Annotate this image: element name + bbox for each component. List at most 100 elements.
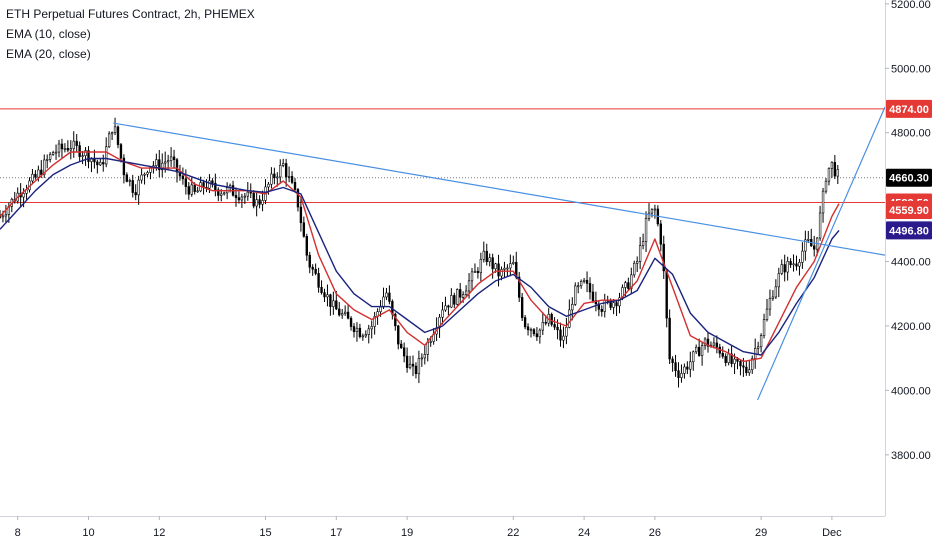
candle-body xyxy=(193,184,196,192)
candle-body xyxy=(155,159,158,166)
candle-body xyxy=(175,159,179,173)
candle-body xyxy=(568,309,571,328)
candle-body xyxy=(161,162,164,171)
legend-ema10[interactable]: EMA (10, close) xyxy=(6,27,91,41)
candle-body xyxy=(255,199,258,207)
candle-body xyxy=(464,290,468,295)
candle-body xyxy=(137,179,140,196)
candle-body xyxy=(270,173,273,185)
candle-body xyxy=(715,342,719,348)
candle-body xyxy=(742,365,745,368)
candle-body xyxy=(166,160,170,163)
candle-body xyxy=(214,182,217,191)
candle-body xyxy=(96,161,99,166)
candle-body xyxy=(217,189,220,196)
candle-body xyxy=(824,180,828,192)
candle-body xyxy=(66,148,70,151)
candle-body xyxy=(727,353,730,363)
candle-body xyxy=(441,309,444,318)
time-tick-label: 10 xyxy=(82,527,94,539)
ema20-line[interactable] xyxy=(0,157,840,356)
candle-body xyxy=(503,267,506,270)
candle-body xyxy=(751,358,754,371)
candle-body xyxy=(423,354,426,359)
candle-body xyxy=(282,163,285,166)
candle-body xyxy=(54,151,58,154)
candle-body xyxy=(485,250,488,262)
price-badge-ema10-value[interactable] xyxy=(886,201,932,220)
candle-body xyxy=(541,321,544,331)
candle-body xyxy=(284,163,288,178)
candle-body xyxy=(518,276,521,298)
candle-body xyxy=(627,282,630,289)
candle-body xyxy=(588,283,592,293)
candle-body xyxy=(444,305,447,311)
price-badge-ema20-value[interactable] xyxy=(886,221,932,240)
candle-body xyxy=(405,355,409,368)
candle-body xyxy=(482,250,485,260)
candle-body xyxy=(730,353,733,364)
time-tick-label: 24 xyxy=(578,527,590,539)
candle-body xyxy=(523,317,527,328)
time-tick-label: Dec xyxy=(822,527,842,539)
price-tick-label: 4400.00 xyxy=(891,257,931,269)
upper-trendline[interactable] xyxy=(113,122,885,256)
candle-body xyxy=(302,222,306,237)
candle-body xyxy=(476,270,480,274)
ema10-line[interactable] xyxy=(0,151,840,363)
candle-body xyxy=(37,169,40,178)
candle-body xyxy=(470,271,474,282)
price-badge-level-4874[interactable] xyxy=(886,99,932,118)
candle-body xyxy=(683,366,686,374)
candle-body xyxy=(107,133,111,148)
candle-body xyxy=(343,311,347,314)
candle-body xyxy=(164,161,167,164)
candle-body xyxy=(279,165,282,178)
price-tick-label: 4200.00 xyxy=(891,321,931,333)
candle-body xyxy=(813,245,816,250)
candle-body xyxy=(4,214,8,217)
candle-body xyxy=(579,281,583,287)
candle-body xyxy=(612,302,615,308)
candle-body xyxy=(402,347,406,357)
price-badge-last-price[interactable] xyxy=(886,168,932,187)
candle-body xyxy=(559,329,562,341)
candle-body xyxy=(57,143,61,153)
lower-trendline[interactable] xyxy=(757,106,885,401)
candle-body xyxy=(128,180,131,182)
candle-body xyxy=(467,280,471,292)
candle-body xyxy=(355,327,359,332)
candle-body xyxy=(93,158,96,163)
candle-body xyxy=(299,206,303,224)
candle-body xyxy=(379,306,382,312)
candle-body xyxy=(532,329,536,335)
candle-body xyxy=(78,145,81,157)
candle-body xyxy=(512,262,515,264)
time-tick-label: 8 xyxy=(15,527,21,539)
candle-body xyxy=(739,361,742,367)
candle-body xyxy=(81,155,84,157)
candle-body xyxy=(703,338,707,346)
candle-body xyxy=(349,317,353,327)
candle-body xyxy=(500,269,503,277)
candle-body xyxy=(411,363,415,367)
price-badge-text-level-4874: 4874.00 xyxy=(889,104,929,116)
candle-body xyxy=(414,365,418,375)
candle-body xyxy=(535,333,539,338)
price-tick-label: 4800.00 xyxy=(891,128,931,140)
legend-ema20[interactable]: EMA (20, close) xyxy=(6,47,91,61)
plot-area[interactable] xyxy=(0,106,885,401)
legend: ETH Perpetual Futures Contract, 2h, PHEM… xyxy=(6,4,255,64)
candle-body xyxy=(84,150,87,156)
candle-body xyxy=(105,146,108,165)
candle-body xyxy=(234,195,238,198)
price-tick-label: 5000.00 xyxy=(891,63,931,75)
candle-body xyxy=(665,270,668,319)
candle-body xyxy=(246,191,249,197)
candle-body xyxy=(63,148,67,150)
candle-body xyxy=(1,215,5,218)
candle-body xyxy=(196,190,199,193)
candle-body xyxy=(780,264,783,274)
